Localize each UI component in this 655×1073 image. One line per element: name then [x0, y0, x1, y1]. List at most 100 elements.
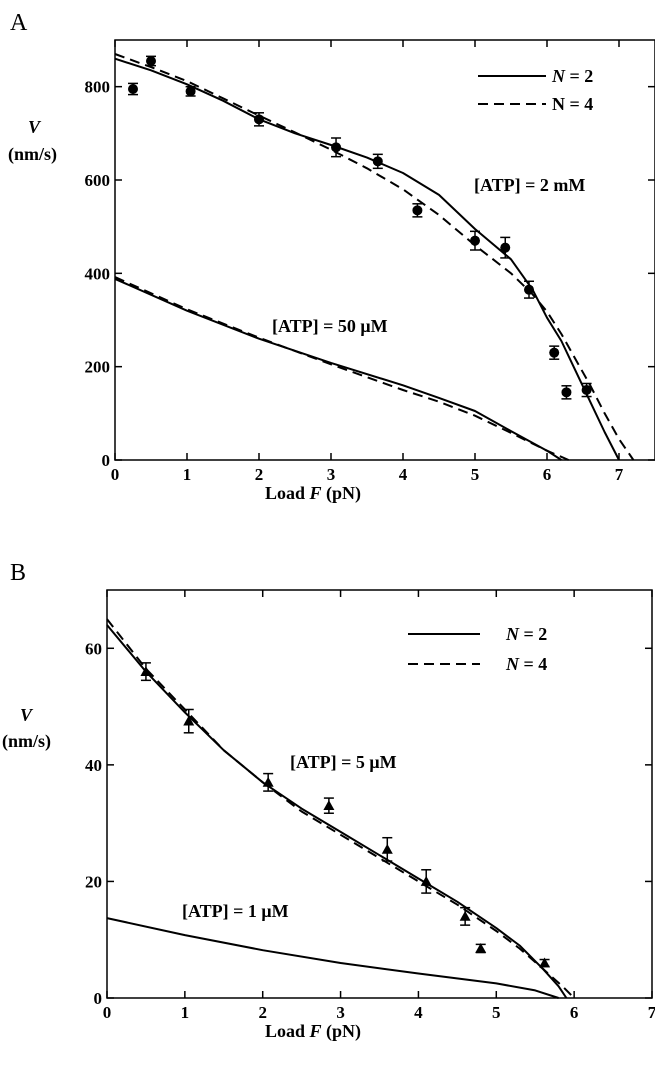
- panel-a-ticks: 0 1 2 3 4 5 6 7 0 200 400 600 800: [85, 40, 655, 484]
- panel-b-data-point: [262, 772, 274, 792]
- panel-a-marker-circle: [412, 205, 423, 216]
- panel-b-marker-triangle: [262, 776, 274, 787]
- panel-a-data-point: [470, 230, 480, 251]
- panel-a-marker-circle: [500, 242, 511, 253]
- panel-a-xtick-label: 4: [399, 465, 408, 484]
- panel-a-data-point: [524, 280, 534, 299]
- panel-b-frame: [106, 589, 653, 999]
- panel-a-marker-circle: [581, 385, 592, 395]
- panel-a-annotation-2mM: [ATP] = 2 mM: [474, 175, 585, 195]
- panel-b-marker-triangle: [420, 875, 432, 886]
- panel-a-data-point: [581, 382, 592, 398]
- panel-b-annotation-5uM: [ATP] = 5 μM: [290, 752, 397, 772]
- panel-b-data-point: [323, 797, 335, 814]
- panel-b-label: B: [10, 560, 26, 586]
- panel-a-xtick-label: 1: [183, 465, 192, 484]
- panel-b-xlabel-prefix: Load: [265, 1021, 310, 1041]
- panel-a-marker-circle: [549, 347, 560, 358]
- panel-a-data-point: [561, 385, 572, 400]
- panel-b-data-point: [539, 957, 551, 968]
- panel-b-legend-n4: N = 4: [505, 654, 547, 674]
- panel-a-marker-circle: [470, 235, 480, 246]
- panel-a-xlabel-unit: (pN): [322, 483, 362, 504]
- panel-a-marker-circle: [372, 156, 383, 167]
- panel-b-legend: N = 2 N = 4: [408, 624, 547, 674]
- panel-b-points: [140, 662, 551, 968]
- panel-a-xlabel-var: F: [309, 483, 322, 503]
- panel-b-legend-n2-rest: = 2: [519, 624, 547, 644]
- panel-a-data-point: [500, 236, 511, 259]
- panel-a: A 0 1 2 3 4 5 6 7 0 200 400 600 800 V (nm/s) Load F …: [8, 10, 655, 504]
- panel-a-marker-circle: [254, 114, 264, 125]
- panel-a-curve-50uM-dashed: [114, 276, 569, 461]
- panel-b-ytick-label: 40: [85, 756, 102, 775]
- panel-b-xtick-label: 0: [103, 1003, 112, 1022]
- panel-a-xtick-label: 7: [615, 465, 624, 484]
- panel-b-curve-5uM-dashed: [106, 618, 575, 999]
- panel-a-legend-n4: N = 4: [552, 94, 593, 114]
- panel-a-legend-n2: N = 2: [551, 66, 593, 86]
- panel-a-legend-n2-var: N: [551, 66, 566, 86]
- panel-a-ytick-label: 0: [102, 451, 111, 470]
- panel-a-data-point: [146, 55, 156, 67]
- panel-a-frame: [114, 39, 655, 461]
- panel-a-ytick-label: 800: [85, 78, 111, 97]
- panel-b-data-point: [381, 836, 393, 862]
- panel-b-curve-1uM-solid: [106, 917, 559, 999]
- panel-b-xtick-label: 7: [648, 1003, 655, 1022]
- panel-b-legend-n2-var: N: [505, 624, 520, 644]
- panel-a-marker-circle: [331, 142, 342, 153]
- panel-a-xlabel-prefix: Load: [265, 483, 310, 503]
- panel-b-data-point: [459, 906, 471, 926]
- panel-a-marker-circle: [146, 56, 156, 66]
- panel-a-ylabel-var: V: [28, 117, 42, 137]
- panel-a-ytick-label: 200: [85, 358, 111, 377]
- panel-b-marker-triangle: [381, 843, 393, 854]
- panel-b-xtick-label: 2: [258, 1003, 267, 1022]
- panel-b-ticks: 0 1 2 3 4 5 6 7 0 20 40 60: [85, 590, 655, 1022]
- panel-b-xtick-label: 4: [414, 1003, 423, 1022]
- panel-b-ylabel-var: V: [20, 705, 34, 725]
- panel-b-legend-n4-rest: = 4: [519, 654, 547, 674]
- panel-b-marker-triangle: [459, 910, 471, 921]
- panel-b-marker-triangle: [539, 957, 551, 968]
- panel-b-ytick-label: 60: [85, 639, 102, 658]
- panel-a-legend-n4-rest: N = 4: [552, 94, 593, 114]
- panel-b-marker-triangle: [323, 800, 335, 811]
- panel-a-legend-n2-rest: = 2: [565, 66, 593, 86]
- panel-a-xtick-label: 6: [543, 465, 552, 484]
- panel-b-legend-n2: N = 2: [505, 624, 547, 644]
- panel-b-xtick-label: 6: [570, 1003, 579, 1022]
- panel-b-marker-triangle: [140, 666, 152, 676]
- panel-b-ylabel-unit: (nm/s): [2, 731, 51, 752]
- panel-a-data-point: [372, 153, 383, 170]
- panel-a-marker-circle: [185, 86, 196, 97]
- panel-b-xtick-label: 3: [336, 1003, 345, 1022]
- panel-a-data-point: [254, 112, 264, 127]
- panel-b-data-point: [140, 662, 152, 682]
- panel-b: B 0 1 2 3 4 5 6 7 0 20 40 60 V (nm/s) Load F (pN) N…: [2, 560, 655, 1042]
- panel-a-data-point: [331, 137, 342, 158]
- panel-a-legend: N = 2 N = 4: [478, 66, 593, 114]
- panel-b-marker-triangle: [475, 942, 487, 953]
- panel-a-ytick-label: 400: [85, 264, 111, 283]
- panel-b-xtick-label: 5: [492, 1003, 501, 1022]
- panel-b-annotation-1uM: [ATP] = 1 μM: [182, 901, 289, 921]
- panel-a-curve-50uM-solid: [114, 277, 562, 461]
- panel-b-xlabel-unit: (pN): [322, 1021, 362, 1042]
- panel-b-marker-triangle: [183, 715, 195, 726]
- panel-b-xlabel-var: F: [309, 1021, 322, 1041]
- panel-a-xtick-label: 0: [111, 465, 120, 484]
- panel-b-ytick-label: 20: [85, 872, 102, 891]
- panel-a-xtick-label: 5: [471, 465, 480, 484]
- panel-a-curve-2mM-solid: [114, 57, 620, 461]
- panel-a-marker-circle: [128, 84, 138, 94]
- panel-b-curves: [106, 618, 575, 999]
- panel-a-ytick-label: 600: [85, 171, 111, 190]
- panel-b-data-point: [420, 869, 432, 894]
- panel-b-ytick-label: 0: [94, 989, 103, 1008]
- panel-a-data-point: [185, 85, 196, 97]
- panel-a-xtick-label: 3: [327, 465, 336, 484]
- panel-a-marker-circle: [561, 387, 572, 398]
